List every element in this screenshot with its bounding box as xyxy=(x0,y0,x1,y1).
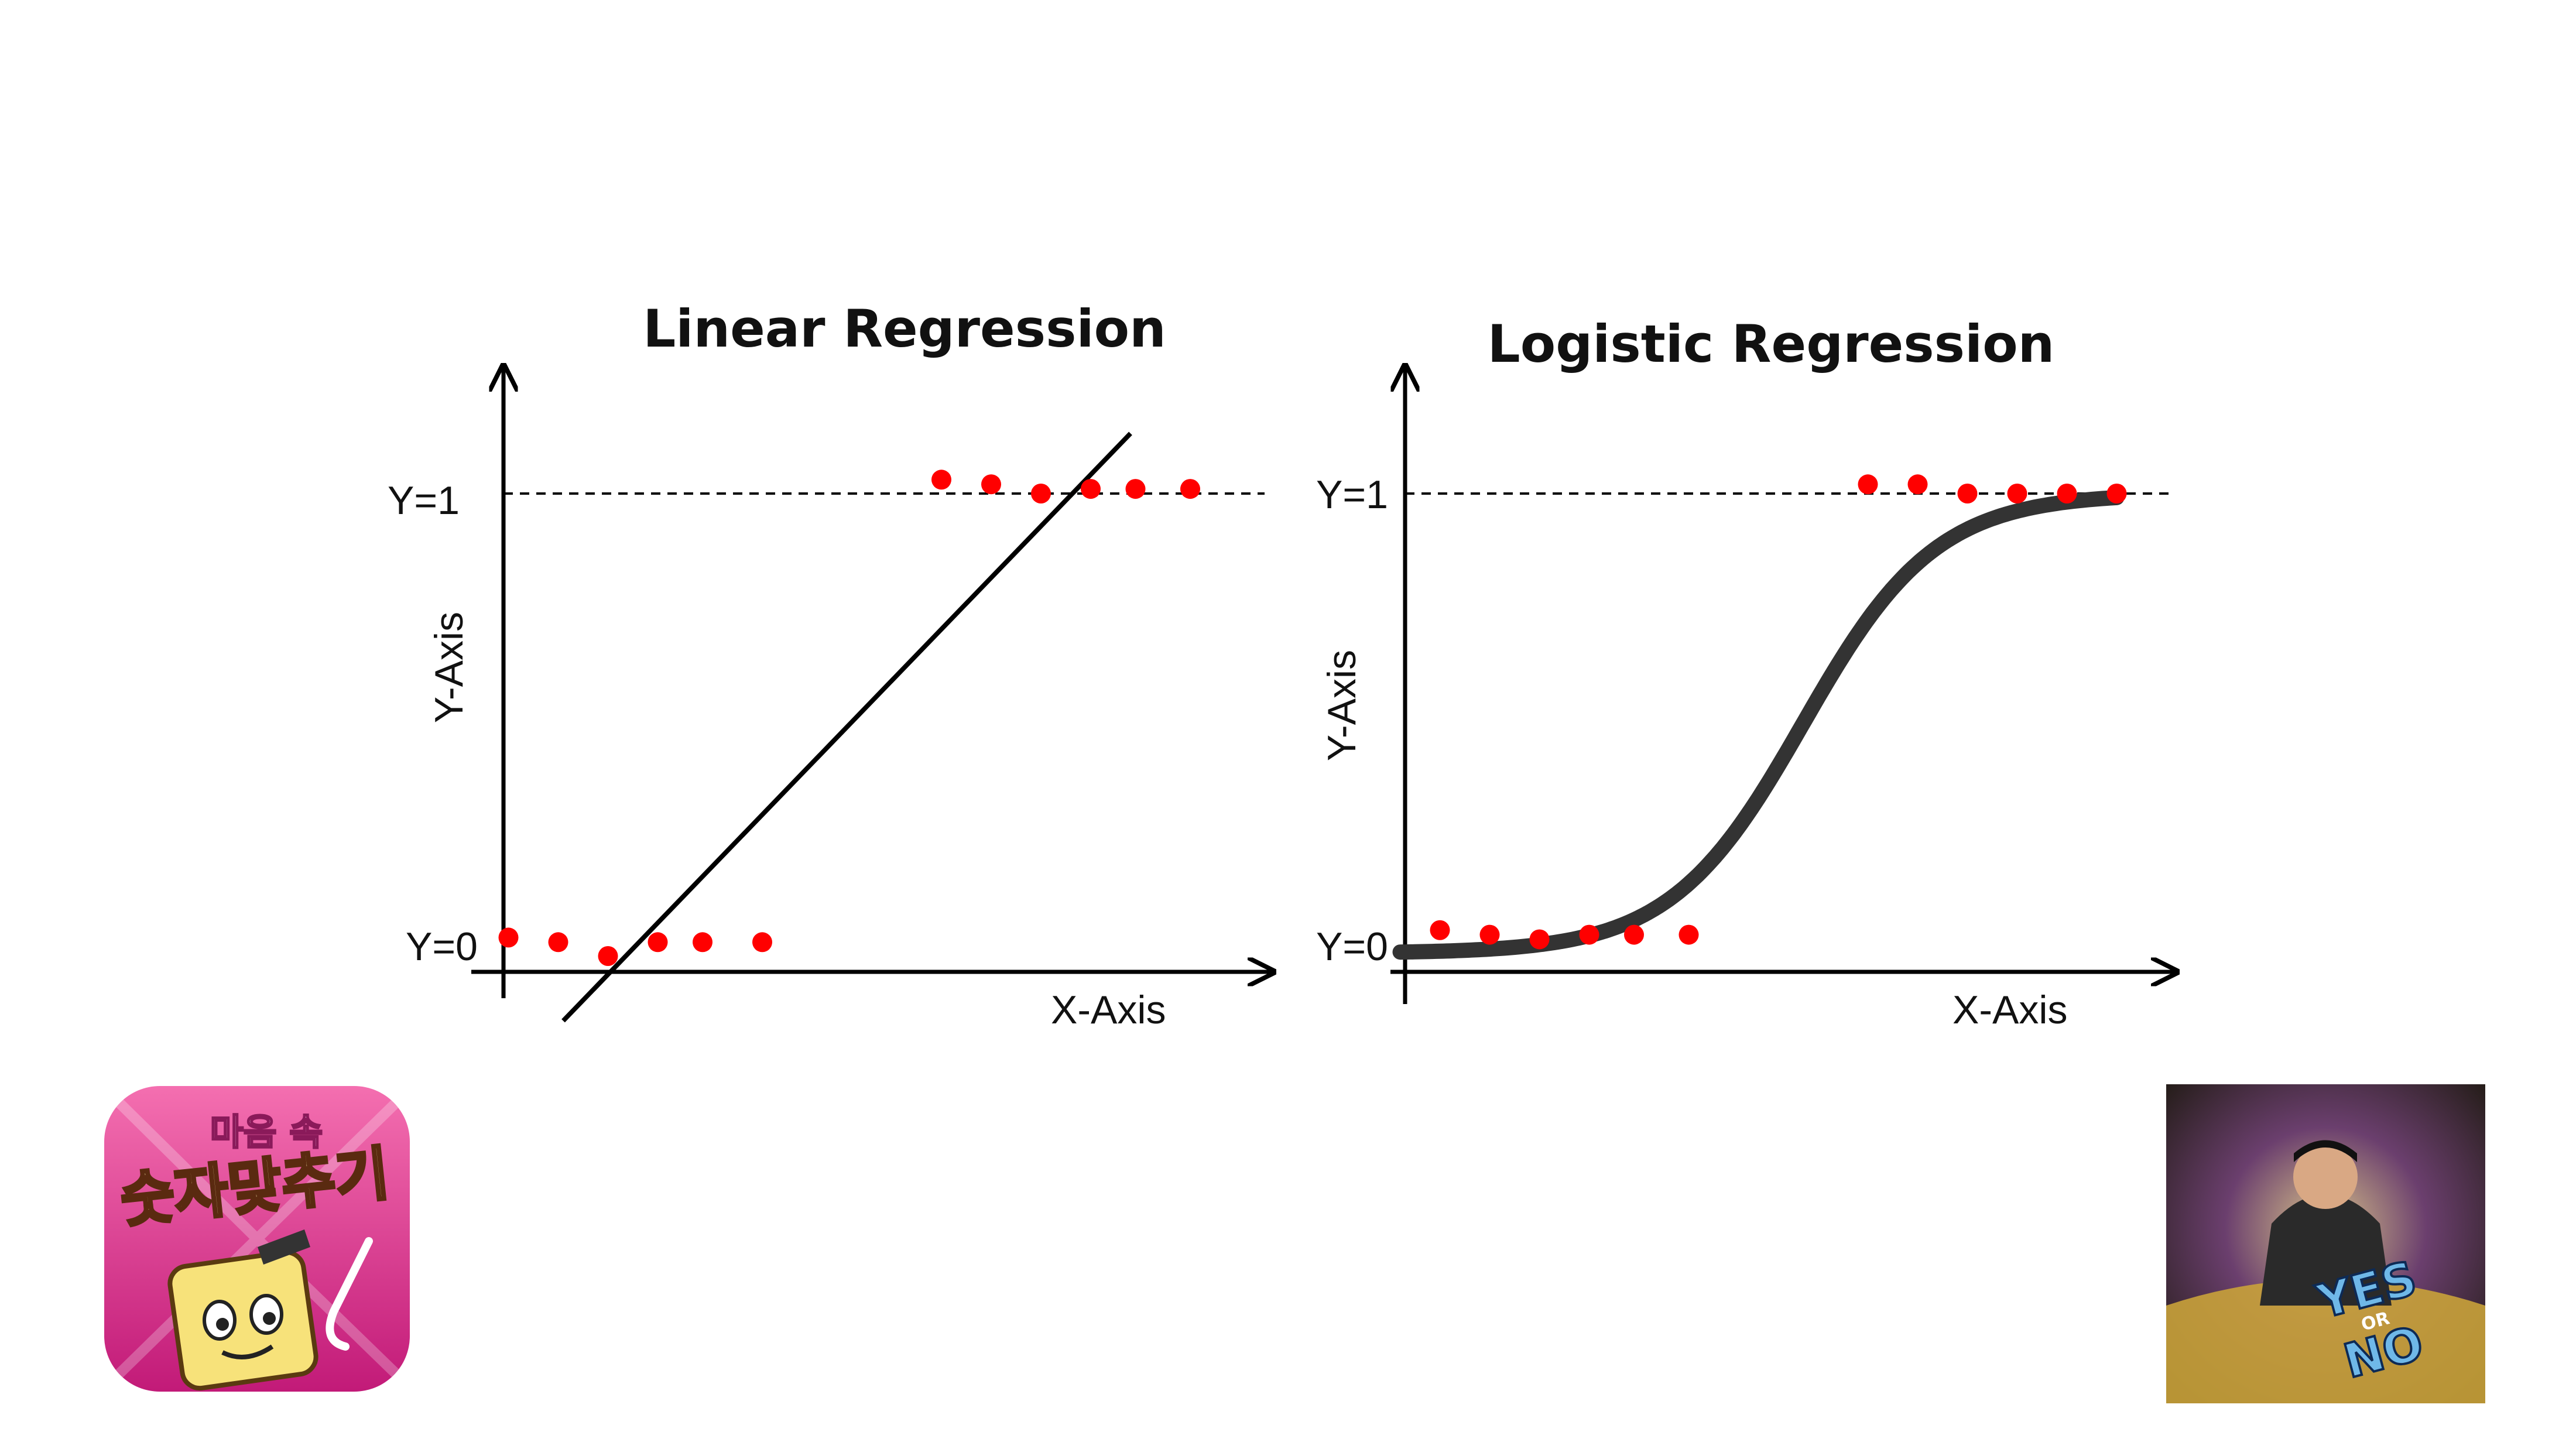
data-point xyxy=(1678,924,1699,945)
data-point xyxy=(548,932,568,953)
x-axis-label: X-Axis xyxy=(1952,988,2067,1032)
chart-title: Logistic Regression xyxy=(1488,314,2055,374)
app-icon-logo: 마음 속 숫자맞추기 xyxy=(104,1086,410,1392)
data-point xyxy=(981,474,1001,495)
data-point xyxy=(2106,484,2127,503)
y1-tick-label: Y=1 xyxy=(388,478,460,523)
data-point xyxy=(1579,924,1599,945)
data-point xyxy=(1858,474,1878,495)
regression-line xyxy=(561,431,1132,1023)
y0-tick-label: Y=0 xyxy=(1316,924,1388,969)
app-icon-subtitle: 마음 속 xyxy=(210,1111,323,1153)
data-point xyxy=(1430,920,1450,940)
data-point xyxy=(498,927,519,948)
logistic-chart-marks xyxy=(1392,474,2127,960)
y1-tick-label: Y=1 xyxy=(1316,472,1388,517)
data-point xyxy=(2057,484,2077,503)
chart-title: Linear Regression xyxy=(643,299,1166,359)
linear-regression-chart: Linear Regression Y=1 Y=0 Y-Axis X-Axis xyxy=(388,299,1273,1032)
x-axis-label: X-Axis xyxy=(1051,988,1166,1032)
album-cover-image: YES OR NO xyxy=(2166,1084,2485,1403)
data-point xyxy=(1907,474,1928,495)
data-point xyxy=(1125,479,1146,499)
data-point xyxy=(752,932,772,953)
sigmoid-curve xyxy=(1392,489,2125,960)
data-point xyxy=(1479,924,1500,945)
y0-tick-label: Y=0 xyxy=(406,924,478,969)
logistic-regression-chart: Logistic Regression Y=1 Y=0 Y-Axis X-Axi… xyxy=(1316,314,2177,1032)
data-point xyxy=(1031,484,1051,503)
data-point xyxy=(931,470,951,490)
data-point xyxy=(1529,929,1550,950)
data-point xyxy=(1081,479,1101,499)
data-point xyxy=(2007,484,2027,503)
y-axis-label: Y-Axis xyxy=(427,612,471,723)
data-point xyxy=(598,946,618,966)
data-point xyxy=(1957,484,1978,503)
y-axis-label: Y-Axis xyxy=(1320,650,1364,761)
data-point xyxy=(1180,479,1200,499)
data-point xyxy=(1624,924,1644,945)
linear-chart-marks xyxy=(498,431,1200,1023)
data-point xyxy=(693,932,712,953)
data-point xyxy=(648,932,668,953)
